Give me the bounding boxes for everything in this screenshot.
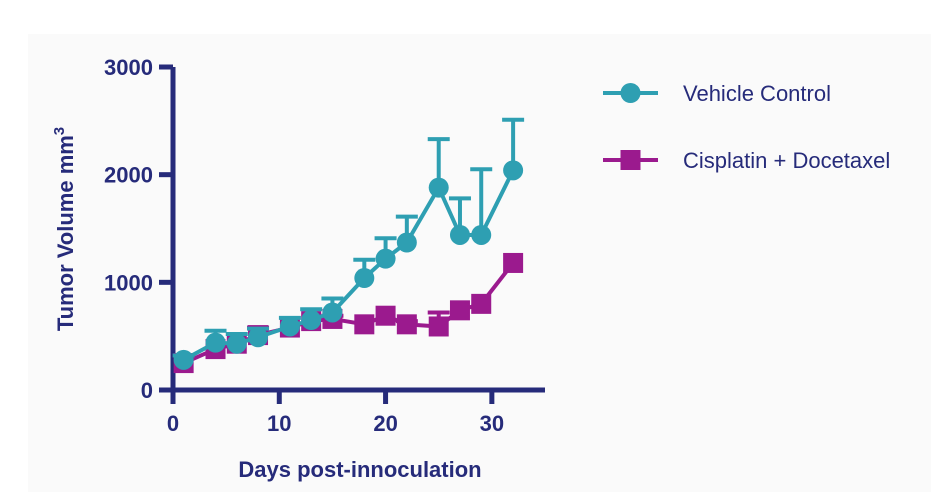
data-point — [449, 224, 470, 245]
x-tick-label: 0 — [167, 411, 179, 436]
legend: Vehicle Control Cisplatin + Docetaxel — [603, 81, 890, 173]
data-point — [354, 268, 375, 289]
legend-item-treated: Cisplatin + Docetaxel — [603, 148, 890, 173]
data-point — [471, 224, 492, 245]
data-point — [375, 305, 396, 326]
x-axis-title: Days post-innoculation — [238, 457, 481, 482]
legend-marker — [620, 150, 641, 170]
data-point — [322, 302, 343, 323]
y-tick-label: 1000 — [104, 270, 153, 295]
x-tick-label: 20 — [373, 411, 397, 436]
x-tick-label: 10 — [267, 411, 291, 436]
data-point — [396, 232, 417, 253]
data-point — [248, 327, 269, 348]
x-tick-label: 30 — [480, 411, 504, 436]
chart-panel — [28, 34, 931, 492]
data-point — [173, 349, 194, 370]
y-axis-title-text: Tumor Volume mm — [53, 135, 78, 331]
data-point — [503, 160, 524, 181]
data-point — [428, 177, 449, 198]
y-axis-title-superscript: 3 — [51, 127, 68, 135]
legend-label: Vehicle Control — [683, 81, 831, 106]
y-tick-label: 0 — [141, 378, 153, 403]
series-treated — [173, 252, 524, 374]
axes: 0 1000 2000 3000 0 10 20 30 — [104, 55, 545, 436]
data-point — [301, 310, 322, 331]
y-tick-label: 3000 — [104, 55, 153, 80]
data-point — [226, 333, 247, 354]
data-point — [503, 252, 524, 273]
legend-marker — [620, 83, 641, 103]
data-point — [449, 300, 470, 321]
data-point — [205, 332, 226, 353]
legend-item-vehicle: Vehicle Control — [603, 81, 831, 106]
series-vehicle — [172, 117, 525, 370]
plot-area — [172, 117, 525, 374]
data-point — [375, 248, 396, 269]
data-point — [396, 314, 417, 335]
data-point — [471, 293, 492, 314]
y-axis-title: Tumor Volume mm3 — [51, 127, 78, 331]
data-point — [354, 314, 375, 335]
legend-label: Cisplatin + Docetaxel — [683, 148, 890, 173]
data-point — [428, 316, 449, 337]
data-point — [279, 316, 300, 337]
y-tick-label: 2000 — [104, 163, 153, 188]
